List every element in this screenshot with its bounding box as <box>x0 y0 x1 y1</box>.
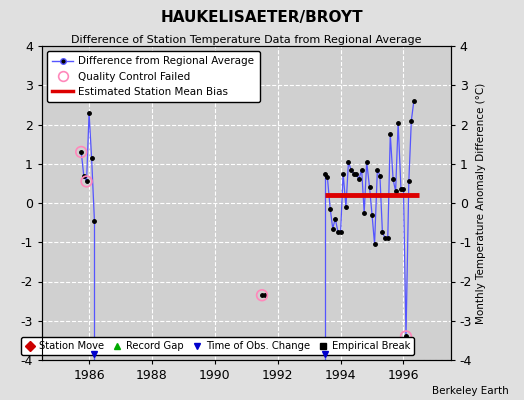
Y-axis label: Monthly Temperature Anomaly Difference (°C): Monthly Temperature Anomaly Difference (… <box>476 82 486 324</box>
Point <box>77 149 85 155</box>
Title: Difference of Station Temperature Data from Regional Average: Difference of Station Temperature Data f… <box>71 35 421 45</box>
Text: HAUKELISAETER/BROYT: HAUKELISAETER/BROYT <box>161 10 363 25</box>
Text: Berkeley Earth: Berkeley Earth <box>432 386 508 396</box>
Legend: Station Move, Record Gap, Time of Obs. Change, Empirical Break: Station Move, Record Gap, Time of Obs. C… <box>21 337 414 355</box>
Point <box>402 333 410 340</box>
Point <box>258 292 266 298</box>
Point <box>82 178 91 185</box>
